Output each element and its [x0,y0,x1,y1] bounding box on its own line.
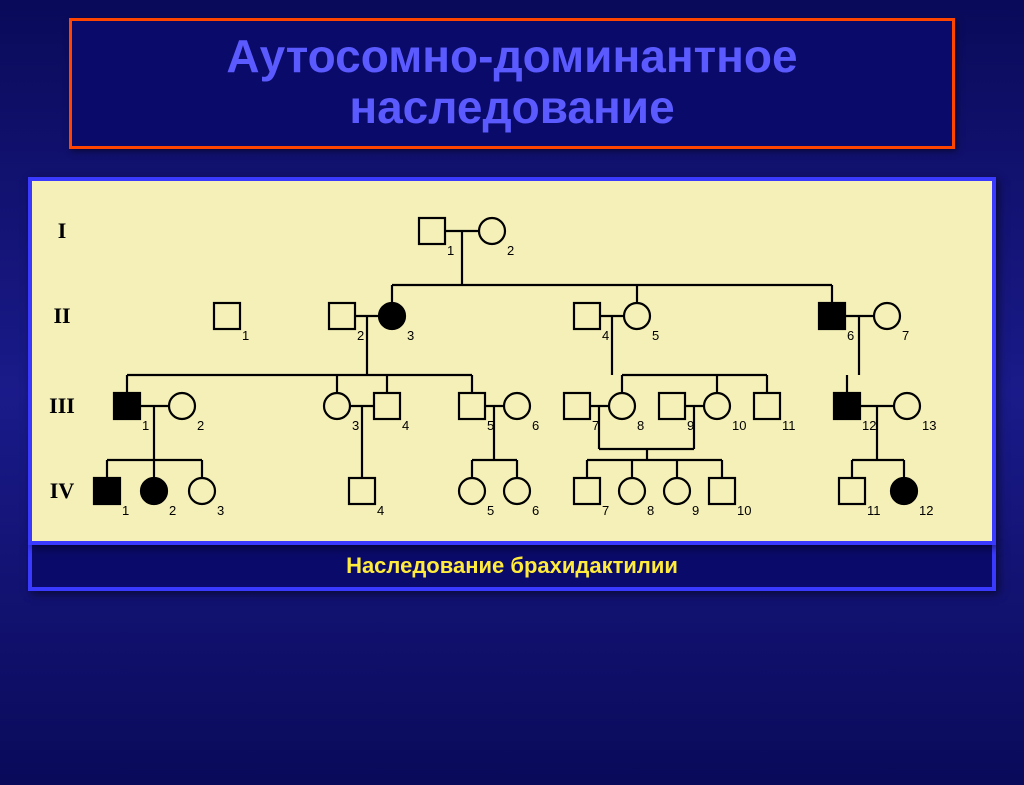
caption-text: Наследование брахидактилии [32,553,992,579]
svg-text:2: 2 [507,243,514,258]
svg-text:7: 7 [592,418,599,433]
svg-text:12: 12 [862,418,876,433]
pedigree-chart: IIIIIIIV12123456712345678910111213123456… [28,177,996,545]
svg-text:4: 4 [377,503,384,518]
svg-text:III: III [49,393,75,418]
svg-text:13: 13 [922,418,936,433]
svg-text:2: 2 [357,328,364,343]
svg-text:2: 2 [169,503,176,518]
svg-text:6: 6 [532,503,539,518]
svg-text:8: 8 [637,418,644,433]
svg-text:6: 6 [532,418,539,433]
title-panel: Аутосомно-доминантное наследование [69,18,955,149]
svg-text:4: 4 [602,328,609,343]
svg-text:5: 5 [487,418,494,433]
svg-text:10: 10 [732,418,746,433]
svg-text:9: 9 [687,418,694,433]
svg-text:I: I [58,218,67,243]
svg-text:5: 5 [487,503,494,518]
svg-text:1: 1 [447,243,454,258]
svg-text:9: 9 [692,503,699,518]
svg-text:6: 6 [847,328,854,343]
svg-text:12: 12 [919,503,933,518]
svg-text:5: 5 [652,328,659,343]
svg-text:3: 3 [407,328,414,343]
svg-text:3: 3 [352,418,359,433]
svg-text:IV: IV [50,478,75,503]
svg-text:7: 7 [902,328,909,343]
svg-text:II: II [53,303,70,328]
svg-text:1: 1 [242,328,249,343]
pedigree-svg: IIIIIIIV12123456712345678910111213123456… [32,181,992,541]
svg-text:1: 1 [122,503,129,518]
svg-text:11: 11 [782,418,796,433]
svg-text:8: 8 [647,503,654,518]
svg-text:7: 7 [602,503,609,518]
svg-text:2: 2 [197,418,204,433]
slide-title: Аутосомно-доминантное наследование [72,31,952,132]
svg-text:4: 4 [402,418,409,433]
svg-text:11: 11 [867,503,881,518]
caption-panel: Наследование брахидактилии [28,545,996,591]
svg-text:10: 10 [737,503,751,518]
svg-text:3: 3 [217,503,224,518]
svg-text:1: 1 [142,418,149,433]
